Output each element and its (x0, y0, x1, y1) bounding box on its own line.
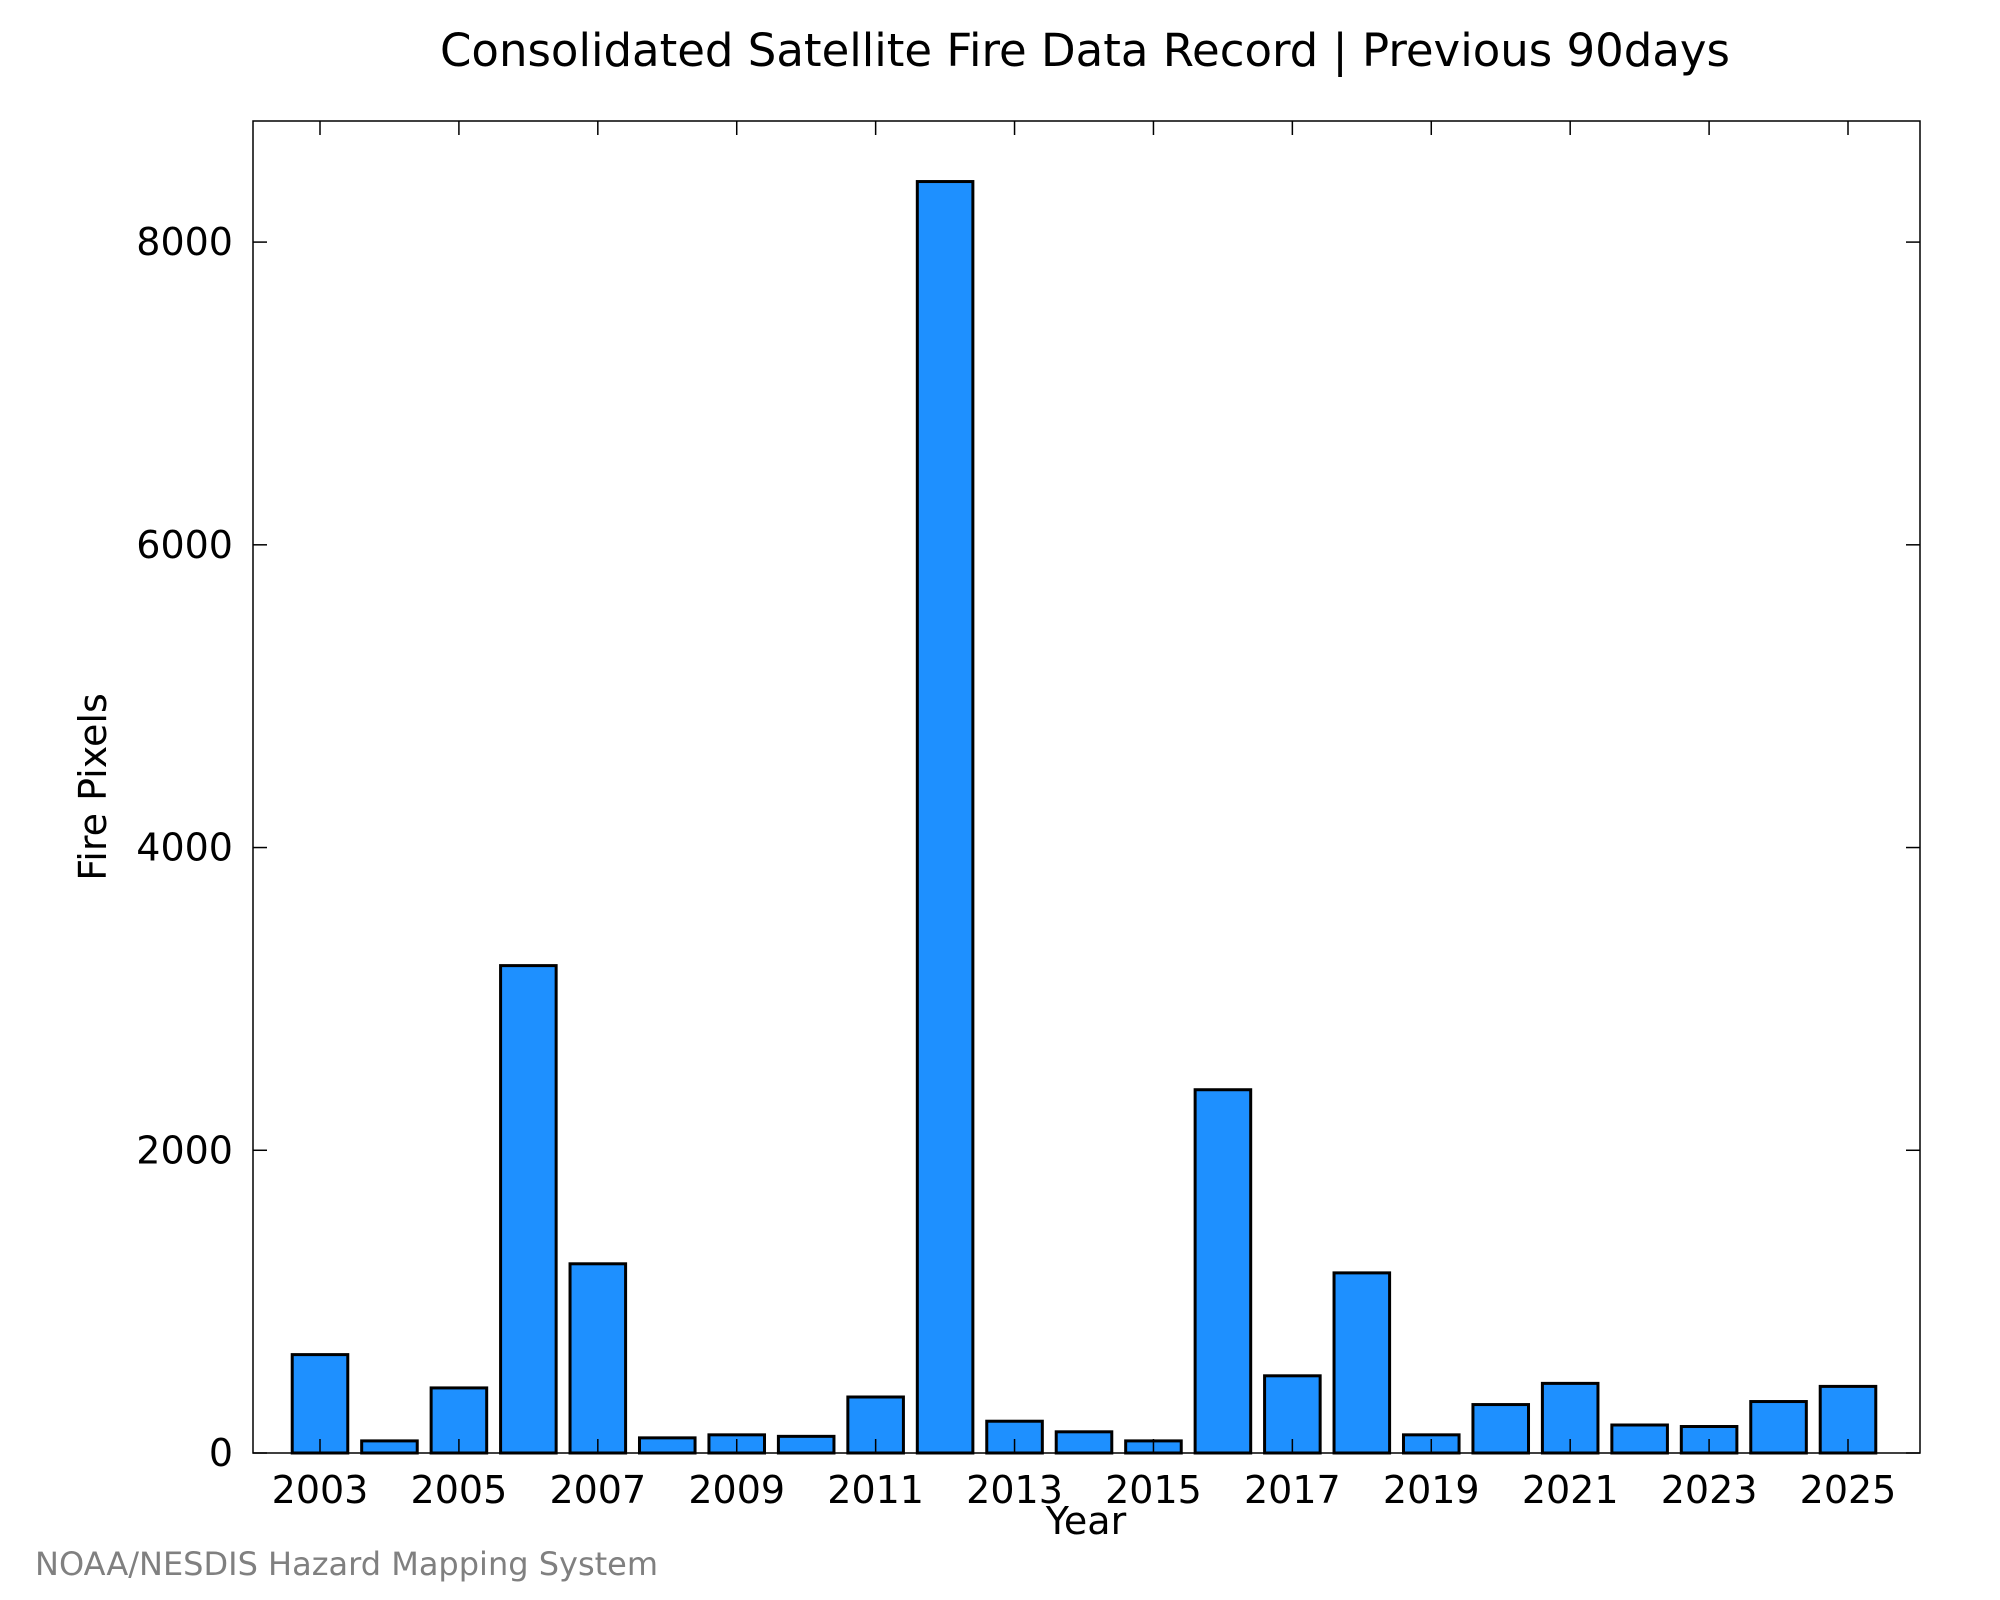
x-tick-label: 2017 (1244, 1468, 1341, 1512)
x-tick-label: 2011 (827, 1468, 924, 1512)
x-tick-label: 2007 (549, 1468, 646, 1512)
y-tick-label: 2000 (136, 1128, 233, 1172)
x-tick-label: 2023 (1661, 1468, 1758, 1512)
bar-group (290, 180, 1878, 1455)
bar-2008 (637, 1436, 697, 1455)
x-tick-label: 2021 (1522, 1468, 1619, 1512)
chart-title: Consolidated Satellite Fire Data Record … (440, 24, 1730, 77)
x-axis-label: Year (1045, 1499, 1127, 1543)
bar-2006 (499, 964, 558, 1455)
bar-2020 (1471, 1403, 1531, 1455)
bar-2014 (1054, 1430, 1114, 1455)
x-tick-label: 2003 (272, 1468, 369, 1512)
bar-2003 (290, 1353, 350, 1455)
bar-2016 (1193, 1088, 1253, 1455)
x-tick-label: 2013 (966, 1468, 1063, 1512)
bar-2018 (1332, 1271, 1392, 1455)
x-tick-label: 2025 (1800, 1468, 1897, 1512)
x-tick-label: 2019 (1383, 1468, 1480, 1512)
bar-2010 (776, 1434, 836, 1455)
credit-text: NOAA/NESDIS Hazard Mapping System (35, 1545, 658, 1583)
bar-2024 (1749, 1400, 1808, 1455)
y-tick-label: 6000 (136, 523, 233, 567)
bar-2022 (1610, 1423, 1669, 1455)
y-axis-label: Fire Pixels (71, 693, 115, 881)
y-tick-label: 8000 (136, 220, 233, 264)
y-axis: 0 2000 4000 6000 8000 (136, 220, 1920, 1475)
bar-2007 (568, 1262, 628, 1455)
y-tick-label: 4000 (136, 826, 233, 870)
bar-2004 (360, 1439, 419, 1455)
x-tick-label: 2005 (411, 1468, 508, 1512)
bar-2012 (915, 180, 975, 1455)
y-tick-label: 0 (209, 1431, 233, 1475)
x-tick-label: 2009 (688, 1468, 785, 1512)
x-tick-label: 2015 (1105, 1468, 1202, 1512)
x-axis: 2003 2005 2007 2009 2011 2013 2015 2017 2019 2021… (272, 121, 1897, 1512)
